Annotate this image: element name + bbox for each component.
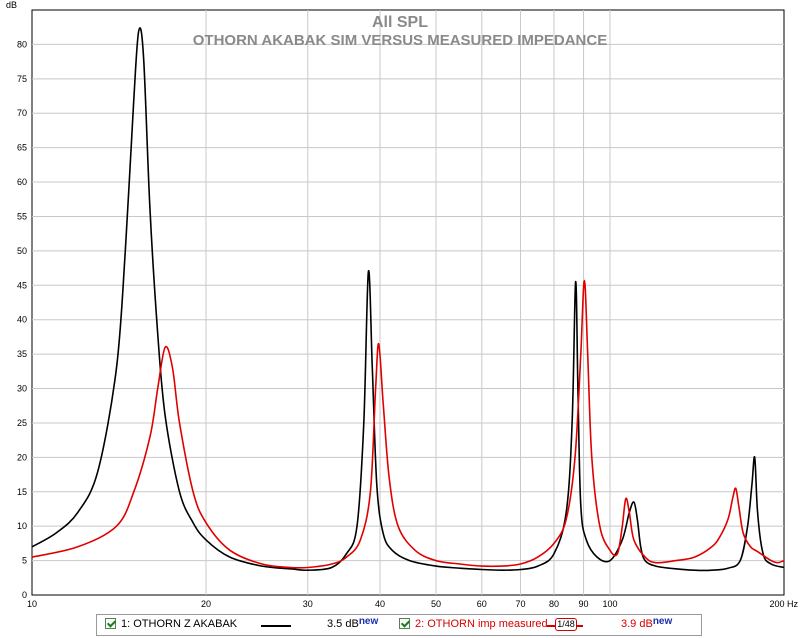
chart-title: All SPL (372, 14, 428, 31)
series-lines (31, 27, 785, 572)
y-tick-label: 5 (22, 556, 27, 566)
y-tick-label: 75 (17, 74, 27, 84)
y-tick-label: 50 (17, 246, 27, 256)
x-tick-label: 10 (27, 599, 37, 609)
x-tick-label: 80 (549, 599, 559, 609)
series-2-offset-value: 3.9 dB (621, 618, 653, 630)
y-tick-label: 30 (17, 384, 27, 394)
legend-series-2-offset: 3.9 dBnew (621, 616, 673, 630)
x-tick-label: 200 Hz (769, 599, 798, 609)
legend-bar: 1: OTHORN Z AKABAK 3.5 dBnew 2: OTHORN i… (96, 614, 702, 636)
y-tick-label: 0 (22, 590, 27, 600)
y-tick-label: 15 (17, 487, 27, 497)
legend-series-1-label: 1: OTHORN Z AKABAK (121, 618, 238, 630)
legend-series-1-offset: 3.5 dBnew (327, 616, 379, 630)
y-tick-label: 40 (17, 315, 27, 325)
y-tick-label: 35 (17, 349, 27, 359)
legend-series-2-label: 2: OTHORN imp measured (415, 618, 548, 630)
y-tick-labels: 0 5 10 15 20 25 30 35 40 45 50 55 60 65 70 75 80 (17, 39, 27, 600)
x-tick-label: 70 (515, 599, 525, 609)
y-tick-label: 70 (17, 108, 27, 118)
legend-series-1-swatch (261, 625, 291, 627)
series-2-line (31, 279, 785, 569)
y-tick-label: 65 (17, 143, 27, 153)
x-tick-label: 40 (375, 599, 385, 609)
series-1-checkbox[interactable] (105, 618, 116, 629)
series-1-new-badge: new (358, 616, 379, 627)
series-2-checkbox[interactable] (399, 618, 410, 629)
y-tick-label: 60 (17, 177, 27, 187)
x-tick-labels: 10 20 30 40 50 60 70 80 90 100 200 Hz (27, 599, 798, 609)
y-tick-label: 20 (17, 452, 27, 462)
y-tick-label: 25 (17, 418, 27, 428)
y-axis-unit: dB (6, 0, 17, 10)
x-tick-label: 30 (303, 599, 313, 609)
y-tick-label: 45 (17, 280, 27, 290)
series-1-line (31, 27, 785, 572)
x-gridlines (205, 10, 611, 595)
x-tick-label: 60 (477, 599, 487, 609)
plot-area (31, 9, 785, 596)
x-tick-label: 100 (602, 599, 617, 609)
series-1-offset-value: 3.5 dB (327, 618, 359, 630)
chart-svg: 10 20 30 40 50 60 70 80 90 100 200 Hz 0 5 10 15 20 25 30… (6, 0, 798, 609)
x-tick-label: 20 (201, 599, 211, 609)
y-tick-label: 80 (17, 39, 27, 49)
y-tick-label: 10 (17, 521, 27, 531)
y-tick-label: 55 (17, 211, 27, 221)
x-tick-label: 50 (431, 599, 441, 609)
x-tick-label: 90 (579, 599, 589, 609)
smoothing-box[interactable]: 1/48 (555, 618, 577, 631)
chart-subtitle: OTHORN AKABAK SIM VERSUS MEASURED IMPEDA… (193, 32, 607, 49)
series-2-new-badge: new (652, 616, 673, 627)
